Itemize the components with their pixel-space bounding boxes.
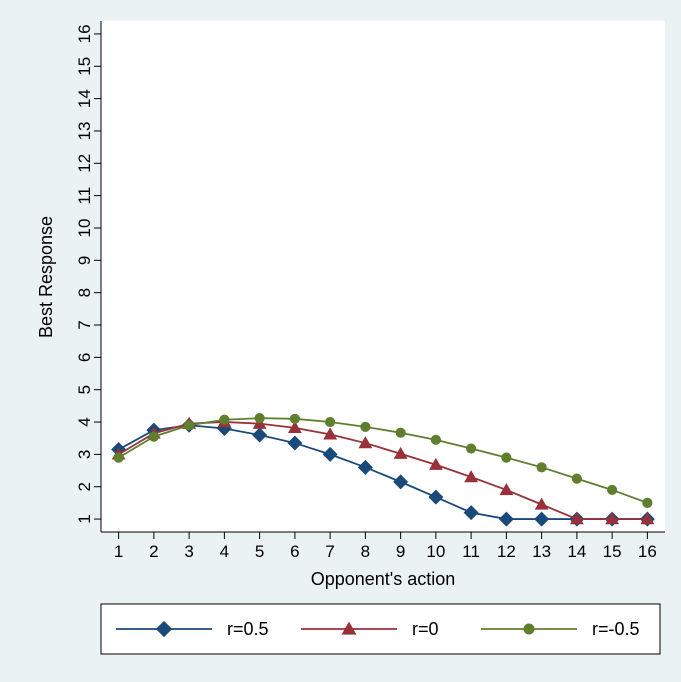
triangle-marker bbox=[341, 621, 357, 635]
x-tick-label: 5 bbox=[255, 542, 264, 561]
plot-area bbox=[101, 21, 665, 532]
circle-marker bbox=[466, 443, 477, 454]
legend-entry: r=0 bbox=[301, 619, 439, 639]
x-axis-ticks: 1 2 3 4 5 6 7 8 9 10 11 12 13 14 15 16 bbox=[114, 532, 657, 561]
x-tick-label: 4 bbox=[220, 542, 229, 561]
circle-marker bbox=[395, 427, 406, 438]
diamond-marker bbox=[428, 489, 444, 505]
circle-marker bbox=[113, 452, 124, 463]
diamond-marker bbox=[287, 435, 303, 451]
x-tick-label: 10 bbox=[426, 542, 445, 561]
circle-marker bbox=[536, 462, 547, 473]
triangle-marker bbox=[569, 512, 584, 525]
triangle-marker bbox=[499, 483, 514, 496]
x-tick-label: 13 bbox=[532, 542, 551, 561]
circle-marker bbox=[325, 416, 336, 428]
triangle-marker bbox=[393, 446, 408, 459]
circle-marker bbox=[289, 413, 300, 424]
y-tick-label: 9 bbox=[75, 256, 94, 265]
circle-marker bbox=[254, 413, 265, 424]
y-tick-label: 12 bbox=[75, 154, 94, 173]
y-tick-label: 8 bbox=[75, 288, 94, 297]
x-axis-title: Opponent's action bbox=[311, 569, 456, 589]
x-tick-label: 12 bbox=[497, 542, 516, 561]
triangle-marker bbox=[534, 497, 549, 510]
triangle-marker bbox=[464, 470, 479, 483]
x-tick-label: 15 bbox=[603, 542, 622, 561]
triangle-marker bbox=[287, 420, 302, 434]
diamond-marker bbox=[393, 474, 409, 490]
series-layer bbox=[111, 413, 655, 527]
y-tick-label: 16 bbox=[75, 24, 94, 43]
y-tick-label: 2 bbox=[75, 482, 94, 491]
x-tick-label: 9 bbox=[396, 542, 405, 561]
y-tick-label: 1 bbox=[75, 514, 94, 523]
x-tick-label: 14 bbox=[567, 542, 586, 561]
triangle-marker bbox=[605, 512, 620, 525]
legend-entry: r=-0.5 bbox=[481, 619, 640, 639]
x-tick-label: 7 bbox=[325, 542, 334, 561]
y-axis-title: Best Response bbox=[36, 216, 56, 338]
y-tick-label: 10 bbox=[75, 219, 94, 238]
x-tick-label: 8 bbox=[361, 542, 370, 561]
legend-label: r=0 bbox=[412, 619, 439, 639]
y-tick-label: 15 bbox=[75, 57, 94, 76]
triangle-marker bbox=[358, 436, 373, 449]
diamond-marker bbox=[322, 446, 338, 462]
x-tick-label: 2 bbox=[149, 542, 158, 561]
x-tick-label: 16 bbox=[638, 542, 657, 561]
diamond-marker bbox=[357, 459, 373, 475]
circle-marker bbox=[642, 497, 653, 508]
triangle-marker bbox=[640, 512, 655, 525]
legend-label: r=-0.5 bbox=[592, 619, 640, 639]
x-tick-label: 1 bbox=[114, 542, 123, 561]
y-tick-label: 6 bbox=[75, 353, 94, 362]
x-tick-label: 3 bbox=[184, 542, 193, 561]
diamond-marker bbox=[498, 511, 514, 527]
x-tick-label: 6 bbox=[290, 542, 299, 561]
y-tick-label: 5 bbox=[75, 385, 94, 394]
y-tick-label: 4 bbox=[75, 417, 94, 426]
y-tick-label: 3 bbox=[75, 450, 94, 459]
diamond-marker bbox=[155, 620, 173, 638]
series-line bbox=[118, 417, 648, 504]
circle-marker bbox=[148, 431, 159, 442]
circle-marker bbox=[523, 623, 535, 635]
diamond-marker bbox=[252, 427, 268, 443]
series-2 bbox=[113, 413, 653, 508]
circle-marker bbox=[219, 414, 230, 425]
y-tick-label: 7 bbox=[75, 320, 94, 329]
circle-marker bbox=[360, 421, 371, 432]
legend: r=0.5 r=0 r=-0.5 bbox=[100, 603, 661, 655]
y-tick-label: 14 bbox=[75, 89, 94, 108]
legend-entry: r=0.5 bbox=[116, 619, 269, 639]
circle-marker bbox=[184, 420, 195, 431]
circle-marker bbox=[571, 473, 582, 484]
y-tick-label: 13 bbox=[75, 122, 94, 141]
circle-marker bbox=[430, 434, 441, 445]
triangle-marker bbox=[428, 457, 443, 470]
diamond-marker bbox=[534, 511, 550, 527]
x-tick-label: 11 bbox=[462, 542, 480, 561]
diamond-marker bbox=[463, 505, 479, 521]
circle-marker bbox=[501, 452, 512, 463]
circle-marker bbox=[607, 484, 618, 496]
series-line bbox=[118, 424, 648, 520]
triangle-marker bbox=[323, 427, 338, 440]
y-tick-label: 11 bbox=[75, 187, 94, 205]
legend-label: r=0.5 bbox=[227, 619, 269, 639]
